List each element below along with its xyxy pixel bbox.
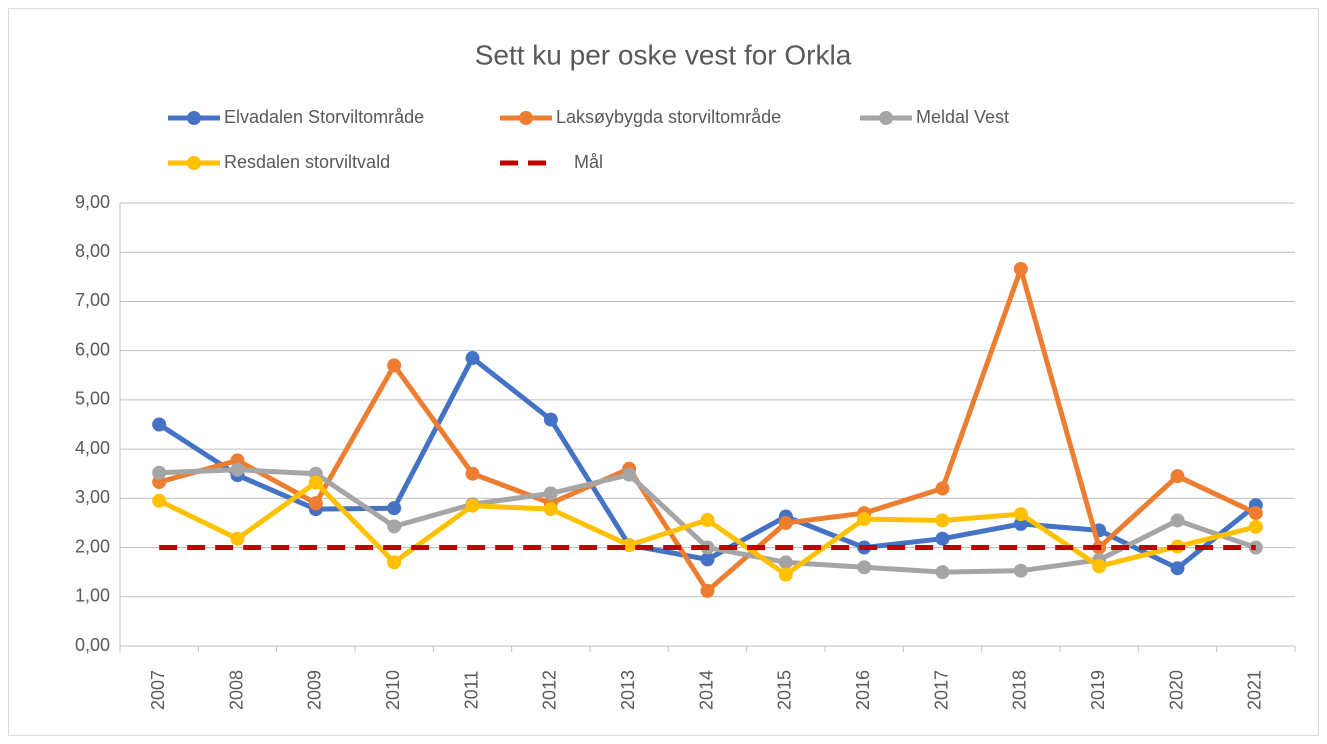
marker [1013, 507, 1028, 522]
marker [465, 351, 480, 366]
marker [1170, 513, 1185, 528]
marker [465, 498, 480, 513]
marker [1248, 506, 1263, 521]
legend-label: Mål [574, 152, 603, 172]
y-tick-label: 9,00 [75, 192, 110, 212]
chart-border [8, 8, 1319, 736]
marker [857, 560, 872, 575]
y-tick-label: 6,00 [75, 339, 110, 359]
marker [387, 501, 402, 516]
x-tick-label: 2020 [1166, 670, 1186, 710]
legend-marker [879, 111, 893, 125]
marker [700, 583, 715, 598]
marker [935, 481, 950, 496]
marker [152, 417, 167, 432]
marker [622, 467, 637, 482]
marker [778, 515, 793, 530]
marker [387, 519, 402, 534]
legend-marker [519, 111, 533, 125]
x-tick-label: 2015 [775, 670, 795, 710]
legend-label: Meldal Vest [916, 107, 1009, 127]
marker [700, 512, 715, 527]
legend-marker [187, 156, 201, 170]
legend-label: Elvadalen Storviltområde [224, 107, 424, 127]
marker [778, 555, 793, 570]
x-tick-label: 2016 [853, 670, 873, 710]
x-tick-label: 2008 [226, 670, 246, 710]
marker [230, 531, 245, 546]
marker [1013, 563, 1028, 578]
marker [543, 502, 558, 517]
legend-marker [187, 111, 201, 125]
chart-title: Sett ku per oske vest for Orkla [475, 39, 852, 70]
marker [935, 513, 950, 528]
y-tick-label: 8,00 [75, 241, 110, 261]
marker [857, 512, 872, 527]
y-tick-label: 4,00 [75, 438, 110, 458]
y-tick-label: 7,00 [75, 290, 110, 310]
marker [543, 486, 558, 501]
x-tick-label: 2019 [1088, 670, 1108, 710]
marker [1170, 469, 1185, 484]
legend-label: Resdalen storviltvald [224, 152, 390, 172]
marker [1013, 261, 1028, 276]
y-tick-label: 5,00 [75, 389, 110, 409]
x-tick-label: 2017 [931, 670, 951, 710]
marker [1092, 559, 1107, 574]
marker [622, 538, 637, 553]
marker [308, 496, 323, 511]
marker [152, 465, 167, 480]
marker [230, 462, 245, 477]
legend-label: Laksøybygda storviltområde [556, 107, 781, 127]
x-tick-label: 2010 [383, 670, 403, 710]
marker [935, 531, 950, 546]
marker [1013, 516, 1028, 531]
marker [308, 475, 323, 490]
y-tick-label: 3,00 [75, 487, 110, 507]
x-tick-label: 2009 [305, 670, 325, 710]
marker [152, 493, 167, 508]
marker [543, 412, 558, 427]
x-tick-label: 2013 [618, 670, 638, 710]
x-tick-label: 2012 [540, 670, 560, 710]
x-tick-label: 2007 [148, 670, 168, 710]
y-tick-label: 2,00 [75, 536, 110, 556]
y-tick-label: 0,00 [75, 635, 110, 655]
marker [387, 358, 402, 373]
y-tick-label: 1,00 [75, 586, 110, 606]
marker [778, 567, 793, 582]
x-tick-label: 2011 [461, 671, 481, 710]
marker [387, 555, 402, 570]
x-tick-label: 2021 [1245, 670, 1265, 710]
x-tick-label: 2014 [696, 670, 716, 710]
x-tick-label: 2018 [1010, 670, 1030, 710]
marker [1170, 561, 1185, 576]
marker [935, 565, 950, 580]
marker [465, 466, 480, 481]
marker [1248, 519, 1263, 534]
marker [700, 552, 715, 567]
